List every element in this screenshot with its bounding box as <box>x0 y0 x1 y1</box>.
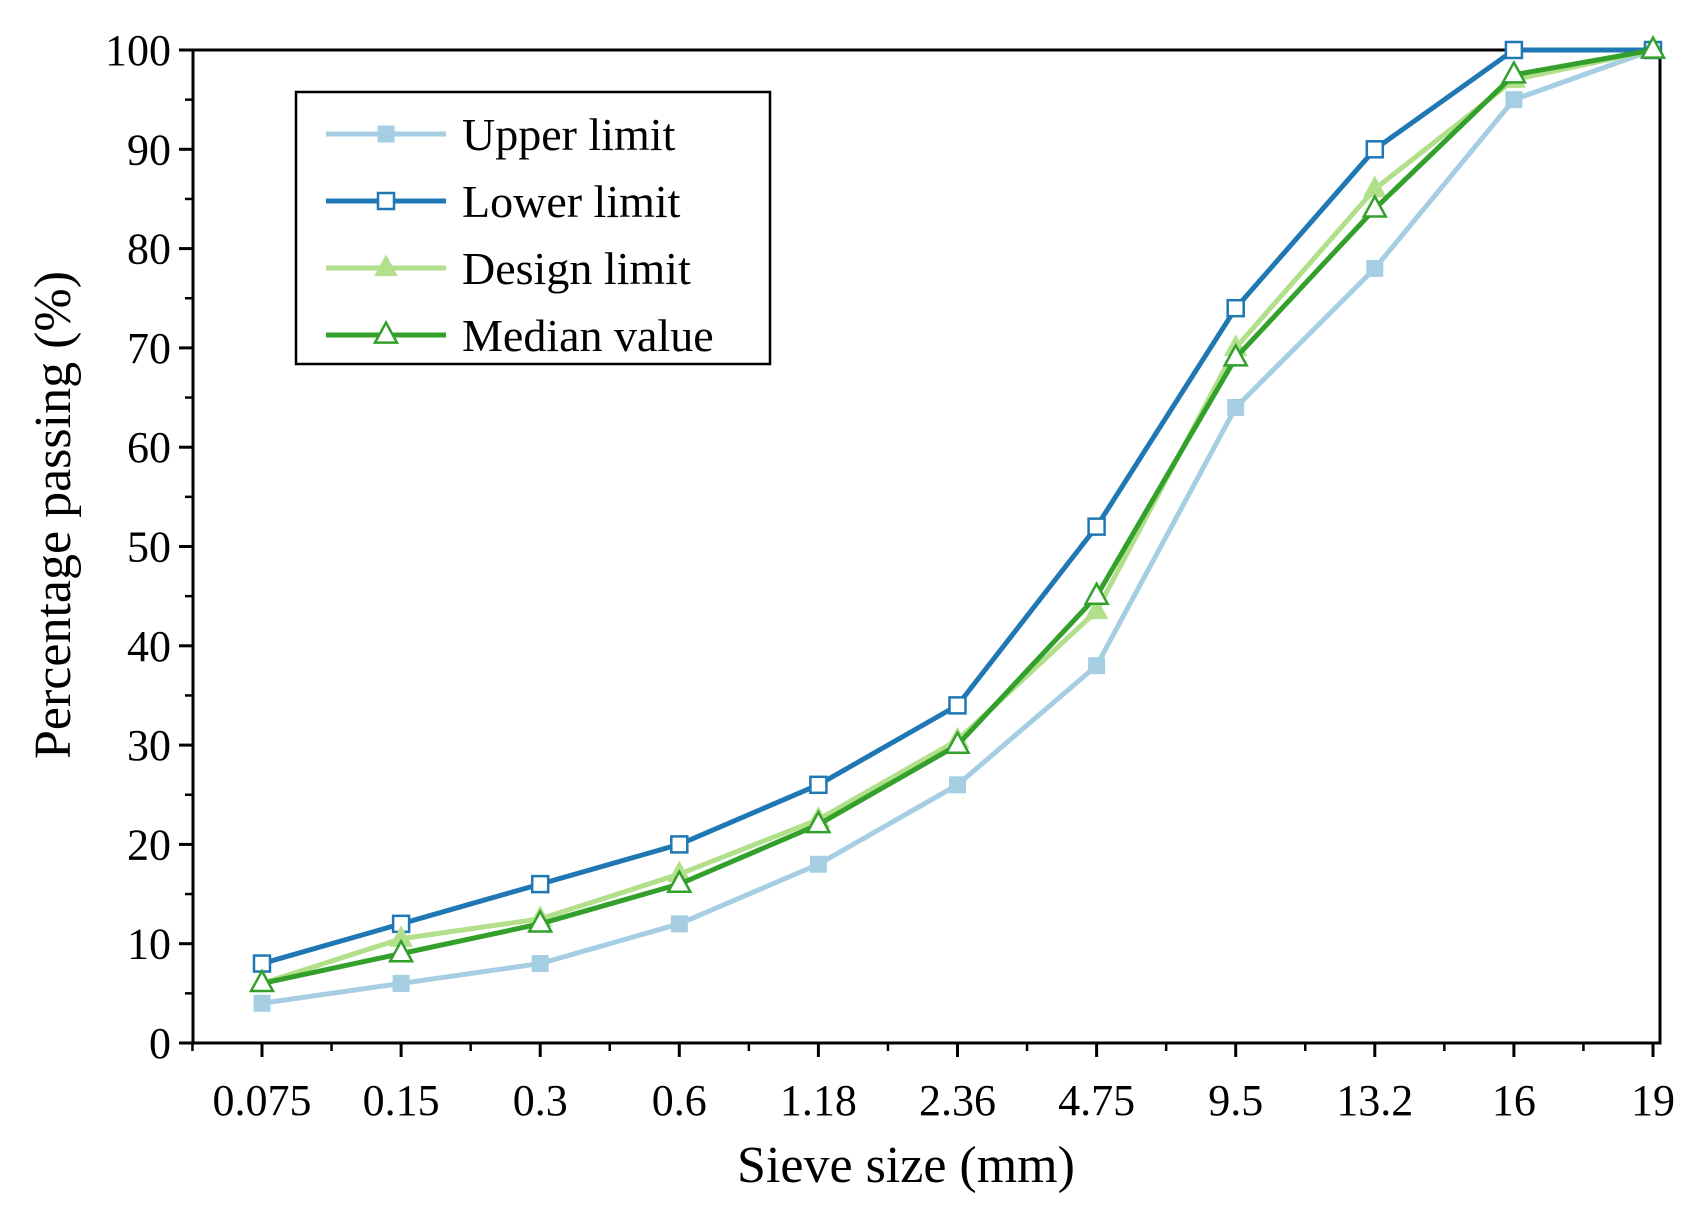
x-tick-label: 16 <box>1492 1076 1536 1125</box>
series-median-value <box>248 35 1667 993</box>
x-axis-title: Sieve size (mm) <box>737 1137 1075 1194</box>
x-tick-label: 1.18 <box>780 1076 857 1125</box>
data-point <box>1500 59 1528 84</box>
legend-swatch-marker <box>372 320 400 344</box>
x-tick-label: 19 <box>1631 1076 1675 1125</box>
x-tick-label: 0.15 <box>363 1076 440 1125</box>
legend-swatch-marker <box>374 254 398 277</box>
data-point <box>1088 657 1106 675</box>
series-lower-limit <box>252 40 1663 973</box>
data-point <box>1087 517 1106 536</box>
y-tick-label: 60 <box>127 423 171 472</box>
legend-item: Lower limit <box>326 176 681 227</box>
y-tick-label: 0 <box>149 1019 171 1068</box>
data-point <box>1222 342 1249 367</box>
data-point <box>1504 40 1524 60</box>
y-axis-title: Percentage passing (%) <box>25 271 82 759</box>
y-tick-label: 90 <box>127 125 171 174</box>
y-tick-label: 100 <box>105 26 171 75</box>
legend-label: Lower limit <box>462 176 681 227</box>
y-tick-label: 40 <box>127 622 171 671</box>
data-point <box>1361 193 1388 218</box>
legend-label: Upper limit <box>462 109 676 160</box>
data-point <box>809 855 827 873</box>
data-point <box>531 955 549 973</box>
data-point <box>1362 175 1387 198</box>
legend-swatch-marker <box>376 191 396 211</box>
legend-swatch-marker <box>377 125 395 143</box>
data-point <box>670 835 689 854</box>
data-point <box>809 775 828 795</box>
legend-box <box>294 90 772 366</box>
axes-layer: 0 10 20 30 40 50 60 70 80 90 100 0.075 0.15 0.3 0.6 1.1… <box>105 26 1675 1125</box>
data-point <box>1226 298 1245 318</box>
data-point <box>392 974 410 992</box>
data-point <box>1366 259 1384 277</box>
data-point <box>1084 597 1109 620</box>
data-point <box>1083 581 1110 605</box>
legend: Upper limit Lower limit Design limit Median… <box>294 90 772 366</box>
x-tick-label: 0.3 <box>513 1076 568 1125</box>
legend-label: Design limit <box>462 243 691 294</box>
x-tick-label: 0.075 <box>213 1076 312 1125</box>
data-point <box>944 730 971 754</box>
data-point <box>948 696 967 715</box>
data-point <box>248 968 276 993</box>
data-point <box>253 994 271 1012</box>
data-point <box>530 874 550 894</box>
data-point <box>666 869 693 893</box>
series-layer <box>248 35 1667 1012</box>
y-tick-label: 10 <box>127 920 171 969</box>
y-tick-label: 50 <box>127 523 171 572</box>
legend-item: Design limit <box>326 243 691 294</box>
data-point <box>1639 35 1667 59</box>
x-tick-label: 2.36 <box>919 1076 996 1125</box>
data-point <box>387 938 415 963</box>
data-point <box>1365 140 1385 159</box>
legend-item: Upper limit <box>326 109 676 160</box>
y-tick-label: 20 <box>127 820 171 869</box>
data-point <box>1227 398 1245 416</box>
data-point <box>949 776 966 794</box>
data-point <box>805 809 832 834</box>
data-point <box>527 908 554 933</box>
x-tick-label: 9.5 <box>1208 1076 1263 1125</box>
y-tick-label: 30 <box>127 721 171 770</box>
x-tick-label: 13.2 <box>1336 1076 1413 1125</box>
x-tick-label: 4.75 <box>1058 1076 1135 1125</box>
legend-label: Median value <box>462 310 714 361</box>
y-tick-label: 80 <box>127 225 171 274</box>
legend-item: Median value <box>326 310 714 361</box>
y-tick-label: 70 <box>127 324 171 373</box>
x-tick-label: 0.6 <box>652 1076 707 1125</box>
data-point <box>1505 91 1523 109</box>
series-upper-limit <box>253 41 1662 1012</box>
data-point <box>670 915 688 933</box>
